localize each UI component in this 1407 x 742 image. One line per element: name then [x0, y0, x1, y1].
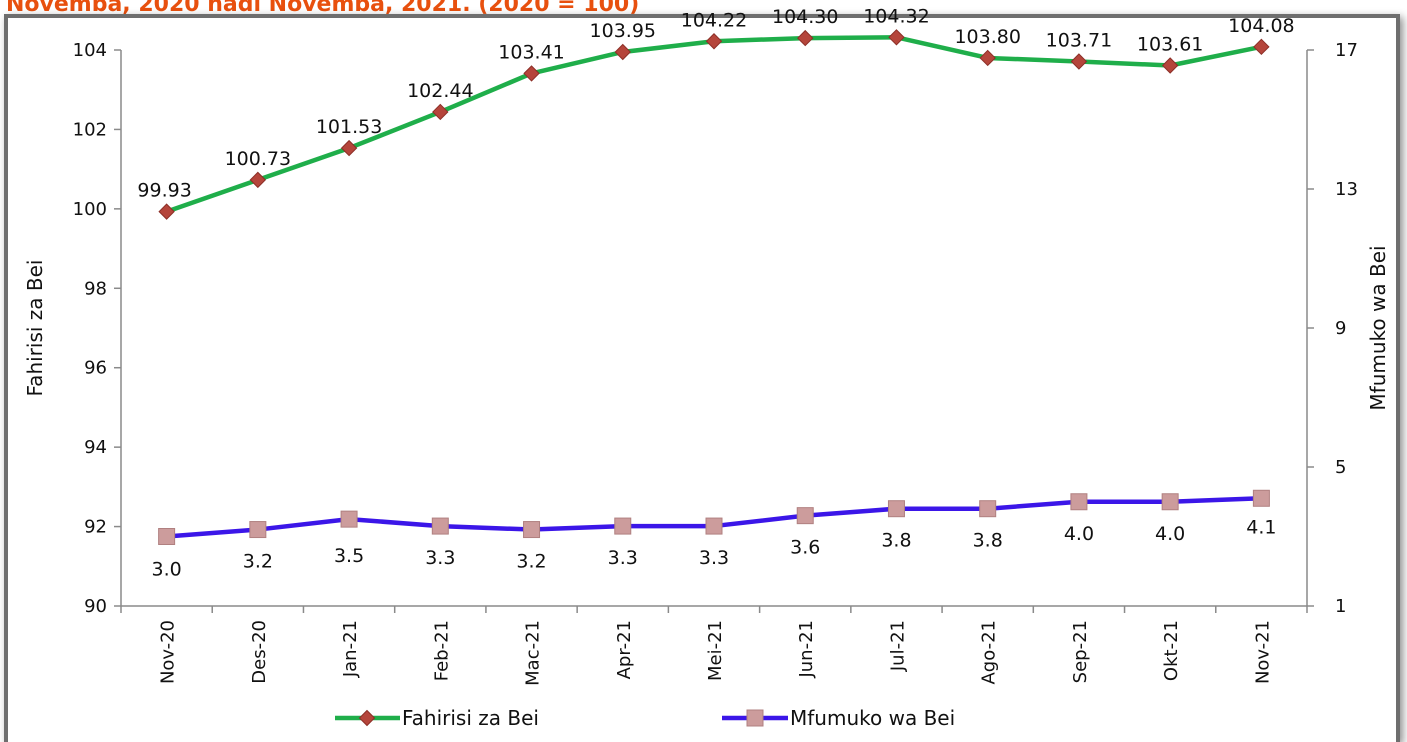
data-point-mfumuko — [1161, 493, 1179, 511]
data-label-mfumuko: 4.1 — [1246, 516, 1276, 538]
data-label-fahirisi: 99.93 — [137, 180, 191, 202]
data-label-fahirisi: 101.53 — [316, 116, 382, 138]
data-label-mfumuko: 3.8 — [881, 530, 911, 552]
chart-axes: Fahirisi za Bei Mfumuko wa Bei — [23, 50, 1390, 607]
data-label-mfumuko: 3.8 — [973, 530, 1003, 552]
data-label-fahirisi: 102.44 — [407, 80, 473, 102]
chart-data-labels: 99.93 100.73 101.53 102.44 103.41 103.95 104.2… — [137, 5, 1294, 580]
y-right-axis-title: Mfumuko wa Bei — [1366, 245, 1390, 410]
data-point-mfumuko — [1252, 489, 1270, 507]
x-tick-label: Okt-21 — [1161, 620, 1182, 681]
data-label-fahirisi: 103.61 — [1137, 33, 1203, 55]
chart-frame — [4, 14, 1400, 742]
y-right-tick-label: 9 — [1335, 318, 1346, 339]
data-label-mfumuko: 3.3 — [699, 547, 729, 569]
legend-marker-diamond — [358, 709, 376, 727]
x-tick-label: Mac-21 — [523, 620, 544, 686]
legend-marker-square — [746, 709, 764, 727]
data-label-mfumuko: 3.6 — [790, 537, 820, 559]
legend-label: Mfumuko wa Bei — [790, 706, 955, 730]
data-point-fahirisi — [1161, 57, 1179, 74]
y-left-tick-label: 98 — [84, 278, 107, 299]
x-tick-label: Jul-21 — [887, 620, 908, 672]
data-point-fahirisi — [340, 139, 358, 157]
data-label-mfumuko: 3.2 — [243, 551, 273, 573]
data-point-fahirisi — [249, 171, 267, 189]
data-label-mfumuko: 3.0 — [152, 559, 182, 581]
y-right-tick-label: 5 — [1335, 457, 1346, 478]
data-point-fahirisi — [979, 49, 996, 67]
y-left-tick-label: 104 — [73, 40, 107, 61]
y-left-tick-label: 90 — [84, 596, 107, 617]
data-point-fahirisi — [1253, 38, 1270, 56]
chart-series — [158, 29, 1270, 545]
data-point-fahirisi — [705, 33, 723, 50]
data-label-fahirisi: 103.41 — [498, 41, 564, 63]
y-left-tick-label: 96 — [84, 358, 107, 379]
data-point-mfumuko — [523, 521, 541, 539]
data-point-fahirisi — [523, 65, 540, 82]
data-point-mfumuko — [249, 521, 267, 539]
data-point-mfumuko — [705, 517, 723, 535]
data-label-fahirisi: 104.32 — [863, 5, 929, 27]
x-tick-label: Apr-21 — [614, 620, 635, 679]
x-tick-label: Sep-21 — [1070, 620, 1091, 683]
y-right-tick-label: 17 — [1335, 40, 1358, 61]
legend-label: Fahirisi za Bei — [402, 706, 539, 730]
data-label-mfumuko: 3.3 — [425, 547, 455, 569]
x-tick-label: Feb-21 — [431, 620, 452, 681]
y-right-tick-label: 1 — [1335, 596, 1346, 617]
x-tick-label: Jan-21 — [340, 620, 361, 678]
data-point-mfumuko — [979, 500, 997, 518]
data-point-mfumuko — [614, 517, 632, 535]
data-label-mfumuko: 3.2 — [516, 551, 546, 573]
data-point-mfumuko — [340, 510, 358, 528]
y-left-tick-label: 102 — [73, 119, 107, 140]
y-left-tick-label: 100 — [73, 199, 107, 220]
data-point-fahirisi — [432, 103, 449, 121]
x-tick-label: Nov-21 — [1252, 620, 1273, 684]
y-right-tick-label: 13 — [1335, 179, 1358, 200]
data-label-mfumuko: 3.5 — [334, 545, 364, 567]
data-point-mfumuko — [887, 500, 905, 518]
data-point-mfumuko — [796, 507, 814, 525]
data-label-fahirisi: 104.30 — [772, 6, 838, 28]
data-point-fahirisi — [1070, 53, 1088, 70]
x-tick-label: Nov-20 — [158, 620, 179, 684]
data-point-fahirisi — [797, 29, 814, 47]
data-point-fahirisi — [158, 203, 175, 220]
data-label-fahirisi: 103.71 — [1046, 30, 1112, 52]
data-point-fahirisi — [614, 43, 631, 61]
data-point-mfumuko — [158, 528, 176, 545]
data-point-fahirisi — [888, 29, 905, 46]
x-tick-label: Des-20 — [249, 620, 270, 684]
data-label-mfumuko: 4.0 — [1155, 523, 1185, 545]
data-label-fahirisi: 103.95 — [590, 20, 656, 42]
x-tick-label: Jun-21 — [796, 620, 817, 679]
data-label-fahirisi: 103.80 — [954, 26, 1020, 48]
chart-ticks: 90 92 94 96 98 100 102 104 1 5 9 13 17 Nov-20 Des-20 Ja… — [73, 40, 1358, 686]
y-left-axis-title: Fahirisi za Bei — [23, 260, 47, 397]
data-point-mfumuko — [431, 517, 449, 535]
y-left-tick-label: 92 — [84, 517, 107, 538]
data-point-mfumuko — [1070, 493, 1088, 511]
data-label-fahirisi: 100.73 — [225, 148, 291, 170]
data-label-mfumuko: 3.3 — [608, 547, 638, 569]
x-tick-label: Mei-21 — [705, 620, 726, 681]
data-label-fahirisi: 104.08 — [1228, 15, 1294, 37]
data-label-mfumuko: 4.0 — [1064, 523, 1094, 545]
y-left-tick-label: 94 — [84, 437, 107, 458]
chart-legend: Fahirisi za Bei Mfumuko wa Bei — [335, 706, 955, 730]
data-label-fahirisi: 104.22 — [681, 9, 747, 31]
x-tick-label: Ago-21 — [979, 620, 1000, 685]
page-title: Novemba, 2020 hadi Novemba, 2021. (2020 … — [6, 0, 640, 17]
